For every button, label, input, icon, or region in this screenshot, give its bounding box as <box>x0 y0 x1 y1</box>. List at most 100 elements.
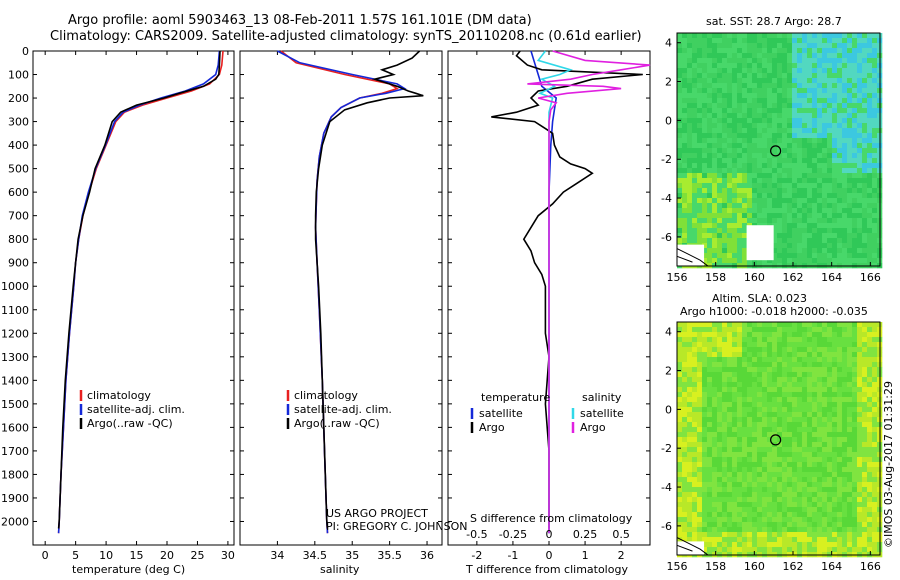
sla-map-cell <box>707 382 713 388</box>
sla-map-cell <box>807 407 813 413</box>
sla-map-cell <box>777 392 783 398</box>
sla-map-cell <box>752 472 758 478</box>
sla-map-cell <box>777 397 783 403</box>
sla-map-cell <box>722 497 728 503</box>
sla-map-cell <box>717 387 723 393</box>
sla-map-cell <box>867 437 873 443</box>
sla-map-cell <box>717 322 723 328</box>
sst-map-cell <box>737 43 743 49</box>
sst-map-cell <box>852 63 858 69</box>
sla-map-cell <box>757 462 763 468</box>
sla-map-cell <box>732 402 738 408</box>
sst-map-cell <box>752 48 758 54</box>
sla-map-cell <box>767 542 773 548</box>
sla-map-cell <box>762 507 768 513</box>
sst-map-cell <box>742 153 748 159</box>
sst-map-cell <box>707 43 713 49</box>
sla-map-cell <box>837 482 843 488</box>
sst-map-cell <box>842 228 848 234</box>
sst-map-cell <box>777 193 783 199</box>
sst-map-cell <box>872 133 878 139</box>
sla-map-cell <box>752 427 758 433</box>
sst-map-cell <box>807 213 813 219</box>
legend-label: satellite <box>580 407 624 420</box>
sla-map-cell <box>757 387 763 393</box>
sst-map-cell <box>752 148 758 154</box>
sst-map-cell <box>872 63 878 69</box>
sst-map-cell <box>847 88 853 94</box>
sla-map-cell <box>832 517 838 523</box>
sla-map-cell <box>812 482 818 488</box>
sla-map-cell <box>677 527 683 533</box>
sst-map-cell <box>682 123 688 129</box>
sst-map-cell <box>852 68 858 74</box>
sst-map-cell <box>852 33 858 39</box>
sst-map-cell <box>737 178 743 184</box>
sla-map-cell <box>847 502 853 508</box>
sst-map-cell <box>807 203 813 209</box>
sst-map-cell <box>817 238 823 244</box>
sla-map-cell <box>817 387 823 393</box>
sla-map-cell <box>867 462 873 468</box>
sst-map-cell <box>807 148 813 154</box>
sla-map-frame <box>676 321 881 556</box>
sst-map-cell <box>802 38 808 44</box>
sla-map-cell <box>772 542 778 548</box>
map-x-tick-label: 156 <box>667 560 688 573</box>
sst-map-cell <box>677 163 683 169</box>
sst-map-cell <box>732 153 738 159</box>
sst-map-cell <box>832 248 838 254</box>
sst-map-cell <box>717 248 723 254</box>
sla-map-cell <box>742 437 748 443</box>
sla-map-cell <box>872 507 878 513</box>
sst-map-cell <box>797 108 803 114</box>
sla-map-cell <box>812 542 818 548</box>
sst-map-cell <box>797 33 803 39</box>
sla-map-cell <box>707 372 713 378</box>
sla-map-cell <box>837 472 843 478</box>
y-tick-label: 300 <box>8 116 29 129</box>
sla-map-cell <box>737 512 743 518</box>
sla-map-cell <box>687 387 693 393</box>
sla-map-cell <box>827 467 833 473</box>
sst-map-cell <box>837 78 843 84</box>
sla-map-cell <box>692 362 698 368</box>
sst-map-cell <box>772 63 778 69</box>
sst-map-cell <box>852 238 858 244</box>
sla-map-cell <box>722 492 728 498</box>
sla-map-cell <box>697 407 703 413</box>
sla-map-cell <box>737 532 743 538</box>
sla-map-cell <box>867 412 873 418</box>
sst-map-cell <box>682 33 688 39</box>
sst-map-cell <box>777 188 783 194</box>
sla-map-cell <box>822 392 828 398</box>
sla-map-cell <box>747 502 753 508</box>
sst-map-cell <box>742 223 748 229</box>
sst-map-cell <box>802 233 808 239</box>
sla-map-cell <box>697 537 703 543</box>
y-tick-label: 100 <box>8 69 29 82</box>
sla-map-cell <box>747 412 753 418</box>
series-line-s-satellite <box>536 50 573 534</box>
sst-map-cell <box>722 248 728 254</box>
legend-label: Argo <box>479 421 505 434</box>
sla-map-cell <box>872 442 878 448</box>
sla-map-cell <box>752 377 758 383</box>
sst-map-cell <box>817 178 823 184</box>
sst-map-cell <box>872 163 878 169</box>
sla-map-cell <box>732 542 738 548</box>
sst-map-cell <box>692 43 698 49</box>
sla-map-cell <box>777 472 783 478</box>
sst-map-cell <box>692 123 698 129</box>
sst-map-cell <box>697 58 703 64</box>
sst-map-cell <box>687 63 693 69</box>
sla-map-cell <box>862 532 868 538</box>
sst-map-cell <box>787 213 793 219</box>
sla-map-cell <box>697 467 703 473</box>
sla-map-cell <box>692 532 698 538</box>
sla-map-cell <box>847 342 853 348</box>
sla-map-cell <box>762 377 768 383</box>
sst-map-cell <box>707 68 713 74</box>
land-mask <box>677 541 705 555</box>
sst-map-cell <box>742 208 748 214</box>
